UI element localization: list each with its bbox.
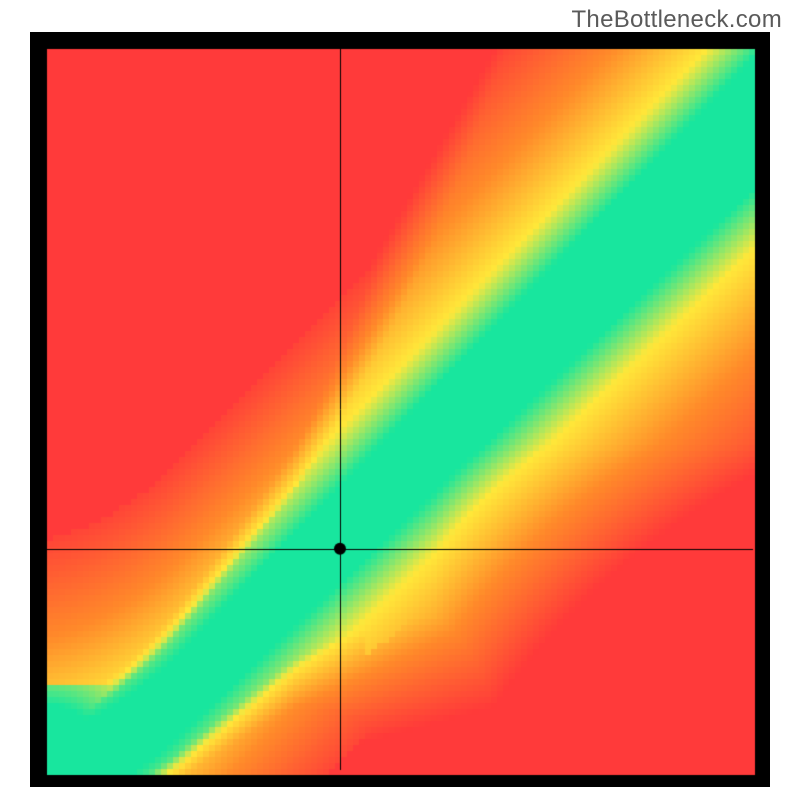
heatmap-canvas: [30, 32, 770, 787]
watermark-text: TheBottleneck.com: [571, 6, 782, 34]
bottleneck-heatmap: [30, 32, 770, 787]
